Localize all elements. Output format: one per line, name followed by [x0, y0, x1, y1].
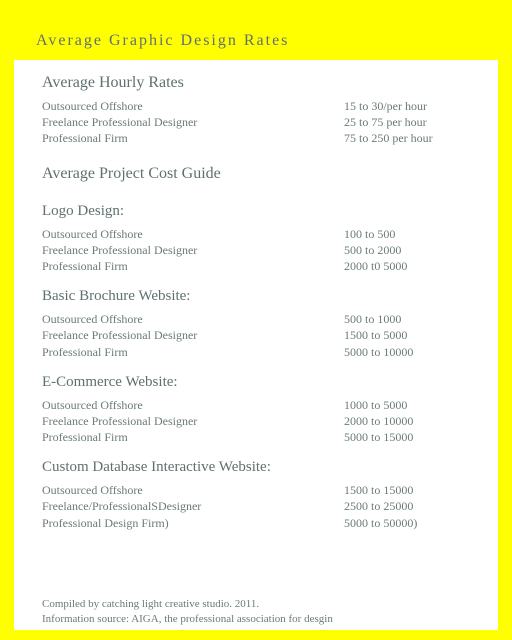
- rate-label: Professional Firm: [42, 130, 344, 146]
- project-heading: Average Project Cost Guide: [42, 165, 474, 183]
- rate-value: 75 to 250 per hour: [344, 130, 474, 146]
- inner-panel: Average Graphic Design Rates Average Hou…: [14, 22, 498, 630]
- rate-label: Freelance Professional Designer: [42, 114, 344, 130]
- rate-label: Outsourced Offshore: [42, 226, 344, 242]
- rate-row: Freelance/ProfessionalSDesigner2500 to 2…: [42, 498, 474, 514]
- rate-value: 5000 to 15000: [344, 429, 474, 445]
- rate-row: Professional Firm 75 to 250 per hour: [42, 130, 474, 146]
- rate-label: Outsourced Offshore: [42, 311, 344, 327]
- rate-value: 500 to 1000: [344, 311, 474, 327]
- rate-row: Freelance Professional Designer1500 to 5…: [42, 327, 474, 343]
- rate-value: 2500 to 25000: [344, 498, 474, 514]
- rate-label: Outsourced Offshore: [42, 397, 344, 413]
- rate-label: Outsourced Offshore: [42, 98, 344, 114]
- rate-value: 2000 to 10000: [344, 413, 474, 429]
- rate-row: Professional Firm2000 t0 5000: [42, 258, 474, 274]
- rate-value: 1000 to 5000: [344, 397, 474, 413]
- footer-line: Compiled by catching light creative stud…: [42, 597, 474, 611]
- rate-value: 1500 to 5000: [344, 327, 474, 343]
- hourly-heading: Average Hourly Rates: [42, 74, 474, 92]
- outer-border: Average Graphic Design Rates Average Hou…: [0, 0, 512, 640]
- subsection-title: Custom Database Interactive Website:: [42, 459, 474, 476]
- rate-value: 5000 to 50000): [344, 515, 474, 531]
- rate-value: 100 to 500: [344, 226, 474, 242]
- subsection-title: E-Commerce Website:: [42, 374, 474, 391]
- rate-value: 5000 to 10000: [344, 344, 474, 360]
- page-title: Average Graphic Design Rates: [36, 32, 289, 49]
- footer: Compiled by catching light creative stud…: [42, 597, 474, 626]
- rate-row: Professional Firm5000 to 10000: [42, 344, 474, 360]
- rate-label: Freelance Professional Designer: [42, 327, 344, 343]
- rate-row: Freelance Professional Designer2000 to 1…: [42, 413, 474, 429]
- rate-row: Outsourced Offshore 15 to 30/per hour: [42, 98, 474, 114]
- rate-label: Professional Firm: [42, 344, 344, 360]
- subsection-title: Logo Design:: [42, 203, 474, 220]
- footer-line: Information source: AIGA, the profession…: [42, 612, 474, 626]
- rate-label: Professional Firm: [42, 429, 344, 445]
- rate-row: Freelance Professional Designer 25 to 75…: [42, 114, 474, 130]
- title-bar: Average Graphic Design Rates: [14, 22, 498, 60]
- rate-label: Outsourced Offshore: [42, 482, 344, 498]
- rate-row: Outsourced Offshore500 to 1000: [42, 311, 474, 327]
- rate-value: 2000 t0 5000: [344, 258, 474, 274]
- rate-row: Freelance Professional Designer500 to 20…: [42, 242, 474, 258]
- rate-label: Professional Firm: [42, 258, 344, 274]
- rate-value: 1500 to 15000: [344, 482, 474, 498]
- rate-row: Professional Firm5000 to 15000: [42, 429, 474, 445]
- rate-row: Outsourced Offshore1500 to 15000: [42, 482, 474, 498]
- content-area: Average Hourly Rates Outsourced Offshore…: [14, 60, 498, 531]
- rate-label: Professional Design Firm): [42, 515, 344, 531]
- rate-value: 15 to 30/per hour: [344, 98, 474, 114]
- rate-value: 500 to 2000: [344, 242, 474, 258]
- rate-label: Freelance Professional Designer: [42, 413, 344, 429]
- rate-label: Freelance Professional Designer: [42, 242, 344, 258]
- rate-row: Outsourced Offshore1000 to 5000: [42, 397, 474, 413]
- rate-value: 25 to 75 per hour: [344, 114, 474, 130]
- subsection-title: Basic Brochure Website:: [42, 288, 474, 305]
- rate-row: Outsourced Offshore100 to 500: [42, 226, 474, 242]
- rate-row: Professional Design Firm)5000 to 50000): [42, 515, 474, 531]
- rate-label: Freelance/ProfessionalSDesigner: [42, 498, 344, 514]
